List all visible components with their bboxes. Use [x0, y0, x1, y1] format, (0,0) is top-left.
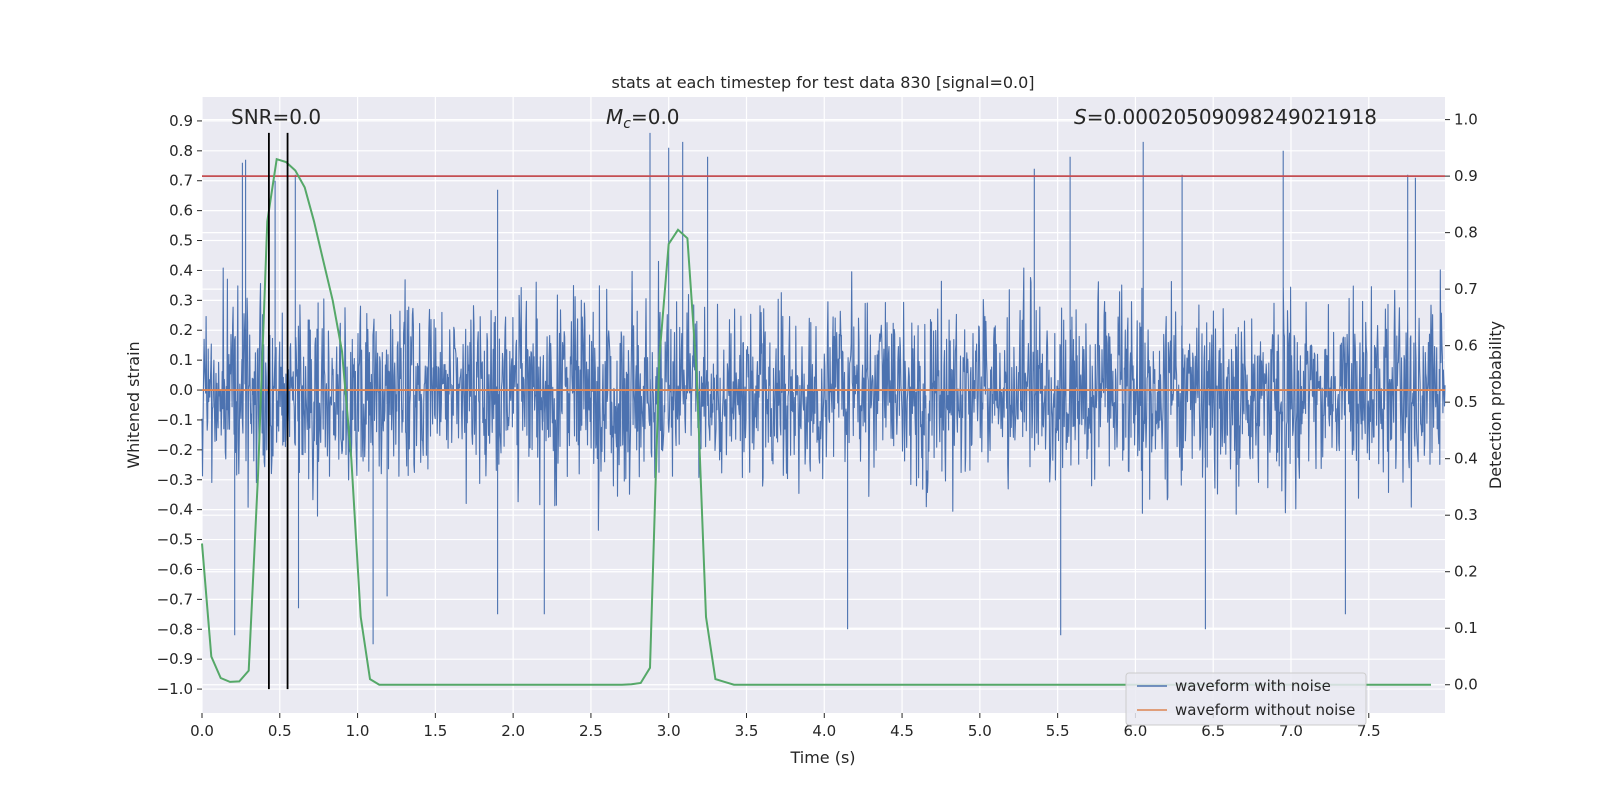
chirp-mass-symbol: M: [606, 105, 623, 129]
series-layer: [201, 132, 1446, 690]
left-y-axis: 0.9 0.8 0.7 0.6 0.5 0.4 0.3 0.2 0.1 0.0 −0.1 −0.2 −0…: [157, 112, 202, 698]
left-y-tick-label: −0.4: [157, 501, 193, 519]
chirp-mass-annotation: Mc=0.0: [606, 105, 680, 132]
left-y-tick-label: 0.1: [169, 351, 193, 369]
legend-label-waveform-with-noise: waveform with noise: [1175, 677, 1331, 695]
series-waveform-with-noise: [201, 132, 1446, 645]
left-y-tick-label: 0.0: [169, 381, 193, 399]
x-axis: 0.0 0.5 1.0 1.5 2.0 2.5 3.0 3.5 4.0 4.5 5.0 5.5 6.0 6…: [190, 713, 1381, 740]
left-y-tick-label: 0.8: [169, 142, 193, 160]
x-tick-label: 5.0: [968, 722, 992, 740]
left-y-tick-label: 0.5: [169, 232, 193, 250]
x-tick-label: 1.5: [423, 722, 447, 740]
left-y-tick-label: −0.7: [157, 590, 193, 608]
left-y-tick-label: −0.9: [157, 650, 193, 668]
right-y-tick-label: 0.1: [1454, 619, 1478, 637]
s-symbol: S: [1074, 105, 1087, 129]
right-y-tick-label: 0.6: [1454, 337, 1478, 355]
right-y-axis-label: Detection probability: [1486, 321, 1505, 489]
left-y-tick-label: 0.7: [169, 172, 193, 190]
left-y-tick-label: −0.5: [157, 531, 193, 549]
left-y-tick-label: −0.3: [157, 471, 193, 489]
x-tick-label: 5.5: [1046, 722, 1070, 740]
left-y-tick-label: −0.6: [157, 560, 193, 578]
left-y-tick-label: 0.2: [169, 321, 193, 339]
right-y-tick-label: 0.7: [1454, 280, 1478, 298]
right-y-tick-label: 0.8: [1454, 224, 1478, 242]
x-axis-label: Time (s): [789, 748, 855, 767]
x-tick-label: 1.0: [346, 722, 370, 740]
series-detection-probability: [201, 157, 1431, 686]
legend-box: [1125, 672, 1367, 726]
x-tick-label: 2.0: [501, 722, 525, 740]
left-y-tick-label: 0.9: [169, 112, 193, 130]
left-y-tick-label: 0.6: [169, 202, 193, 220]
right-y-tick-label: 0.0: [1454, 676, 1478, 694]
left-y-tick-label: −0.1: [157, 411, 193, 429]
right-y-tick-label: 0.2: [1454, 563, 1478, 581]
x-tick-label: 0.5: [268, 722, 292, 740]
x-tick-label: 3.5: [735, 722, 759, 740]
chirp-mass-subscript: c: [623, 116, 631, 132]
s-value: =0.0002050909824902191​8: [1087, 105, 1377, 129]
left-y-tick-label: 0.3: [169, 291, 193, 309]
right-y-tick-label: 0.3: [1454, 506, 1478, 524]
legend: waveform with noise waveform without noi…: [1125, 672, 1367, 726]
x-tick-label: 7.5: [1357, 722, 1381, 740]
right-y-tick-label: 0.5: [1454, 393, 1478, 411]
left-y-tick-label: −1.0: [157, 680, 193, 698]
x-tick-label: 6.0: [1123, 722, 1147, 740]
x-tick-label: 2.5: [579, 722, 603, 740]
snr-annotation: SNR=0.0: [231, 105, 321, 129]
right-y-tick-label: 0.9: [1454, 167, 1478, 185]
x-tick-label: 4.0: [812, 722, 836, 740]
chart-title: stats at each timestep for test data 830…: [611, 73, 1034, 92]
chirp-mass-value: =0.0: [631, 105, 680, 129]
x-tick-label: 3.0: [657, 722, 681, 740]
left-y-tick-label: −0.8: [157, 620, 193, 638]
s-annotation: S=0.0002050909824902191​8: [1074, 105, 1377, 129]
x-tick-label: 6.5: [1201, 722, 1225, 740]
left-y-tick-label: 0.4: [169, 261, 193, 279]
right-y-tick-label: 0.4: [1454, 450, 1478, 468]
x-tick-label: 7.0: [1279, 722, 1303, 740]
right-y-tick-label: 1.0: [1454, 111, 1478, 129]
left-y-tick-label: −0.2: [157, 441, 193, 459]
x-tick-label: 4.5: [890, 722, 914, 740]
right-y-axis: 1.0 0.9 0.8 0.7 0.6 0.5 0.4 0.3 0.2 0.1 0.0: [1445, 111, 1478, 694]
left-y-axis-label: Whitened strain: [124, 341, 143, 468]
x-tick-label: 0.0: [190, 722, 214, 740]
legend-label-waveform-without-noise: waveform without noise: [1175, 701, 1355, 719]
